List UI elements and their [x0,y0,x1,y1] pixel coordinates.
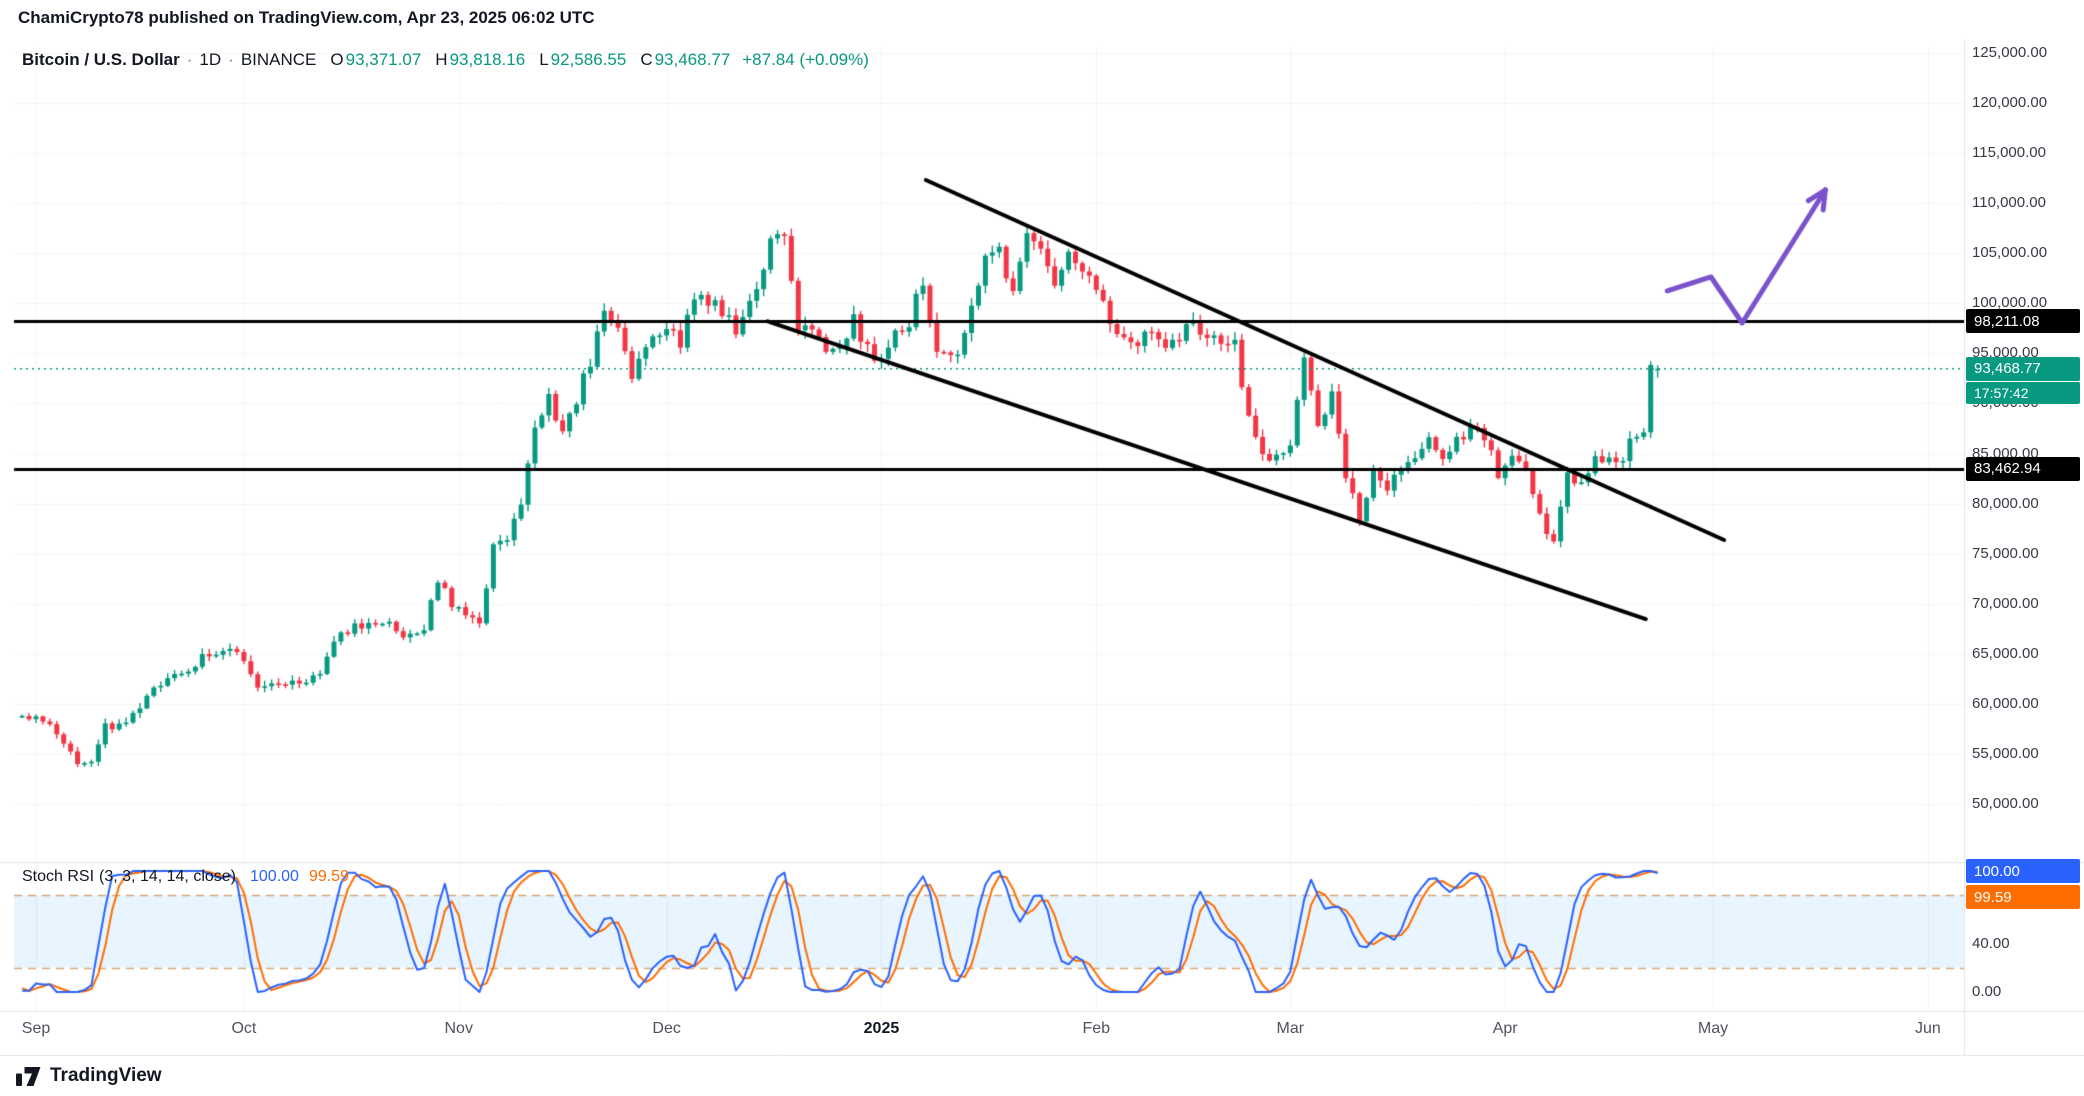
tradingview-logo-icon [16,1066,41,1086]
ohlc-open: O 93,371.07 [330,50,421,69]
ohlc-close: C 93,468.77 [640,50,730,69]
tradingview-wordmark: TradingView [50,1065,162,1086]
level-price-label-lower: 83,462.94 [1966,456,2080,481]
close-value: 93,468.77 [654,50,731,69]
publish-info: ChamiCrypto78 published on TradingView.c… [18,8,595,27]
last-price-label: 93,468.77 [1966,356,2080,381]
stoch-rsi-params: (3, 3, 14, 14, close) [99,868,236,885]
time-axis[interactable] [0,1011,1964,1055]
tradingview-logo-link[interactable]: TradingView [16,1065,162,1087]
low-letter: L [539,50,549,69]
stoch-k-axis-label: 100.00 [1966,859,2080,883]
bar-close-countdown: 17:57:42 [1966,381,2080,404]
publish-header: ChamiCrypto78 published on TradingView.c… [18,8,595,28]
stoch-rsi-title[interactable]: Stoch RSI [22,868,95,885]
stoch-k-legend-value: 100.00 [250,868,299,885]
stoch-rsi-legend[interactable]: Stoch RSI (3, 3, 14, 14, close) 100.00 99.5… [22,868,349,886]
exchange-label[interactable]: BINANCE [240,50,317,69]
legend-separator: · [228,50,234,69]
ohlc-high: H 93,818.16 [435,50,525,69]
interval-label[interactable]: 1D [199,50,222,69]
legend-separator: · [186,50,193,69]
low-value: 92,586.55 [550,50,627,69]
symbol-legend[interactable]: Bitcoin / U.S. Dollar · 1D · BINANCE O 93,371.… [22,50,869,70]
open-value: 93,371.07 [345,50,422,69]
bottom-toolbar: TradingView [0,1056,2084,1096]
ohlc-low: L 92,586.55 [539,50,626,69]
high-letter: H [435,50,448,69]
stoch-d-legend-value: 99.59 [308,868,349,885]
stoch-d-axis-label: 99.59 [1966,885,2080,909]
symbol-title[interactable]: Bitcoin / U.S. Dollar [22,50,180,69]
change-label: +87.84 (+0.09%) [742,50,869,69]
open-letter: O [330,50,344,69]
close-letter: C [640,50,653,69]
level-price-label-upper: 98,211.08 [1966,309,2080,334]
high-value: 93,818.16 [449,50,526,69]
